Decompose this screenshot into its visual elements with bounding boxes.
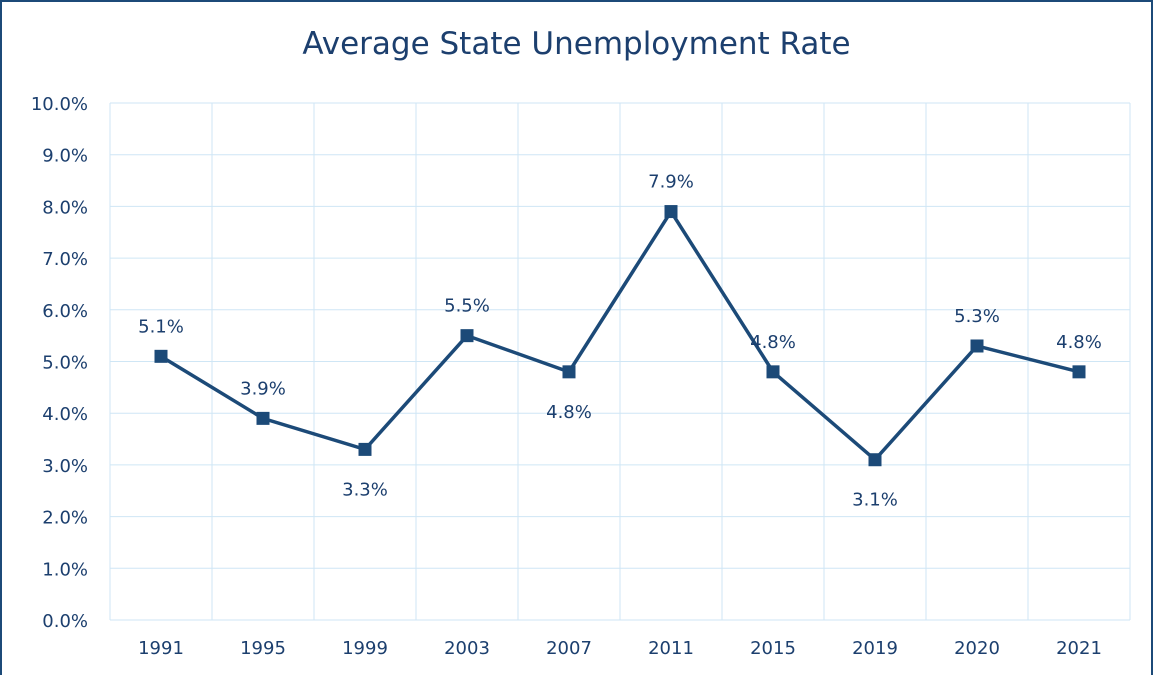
y-tick-label: 9.0%: [42, 146, 88, 167]
data-point-marker: [664, 205, 678, 219]
grid-lines: [109, 102, 1131, 621]
x-tick-label: 1995: [240, 638, 286, 659]
data-point-marker: [868, 453, 882, 467]
y-tick-label: 7.0%: [42, 249, 88, 270]
x-tick-label: 1999: [342, 638, 388, 659]
data-label: 3.3%: [342, 479, 388, 500]
data-point-marker: [970, 339, 984, 353]
data-label: 5.3%: [954, 306, 1000, 327]
data-label: 4.8%: [750, 332, 796, 353]
y-axis-tick-labels: 0.0% 1.0% 2.0% 3.0% 4.0% 5.0% 6.0% 7.0% 8.0% 9.0%…: [31, 94, 88, 632]
data-label: 4.8%: [546, 402, 592, 423]
data-point-marker: [460, 329, 474, 343]
y-tick-label: 3.0%: [42, 456, 88, 477]
y-tick-label: 0.0%: [42, 611, 88, 632]
data-label: 5.5%: [444, 296, 490, 317]
y-tick-label: 10.0%: [31, 94, 88, 115]
x-tick-label: 2020: [954, 638, 1000, 659]
data-label: 3.9%: [240, 378, 286, 399]
data-label: 5.1%: [138, 316, 184, 337]
chart-title: Average State Unemployment Rate: [302, 26, 851, 62]
y-tick-label: 1.0%: [42, 559, 88, 580]
data-markers: [154, 205, 1086, 467]
y-tick-label: 2.0%: [42, 508, 88, 529]
data-point-marker: [766, 365, 780, 379]
y-tick-label: 8.0%: [42, 197, 88, 218]
x-tick-label: 2007: [546, 638, 592, 659]
x-tick-label: 2003: [444, 638, 490, 659]
data-point-marker: [562, 365, 576, 379]
data-label: 3.1%: [852, 490, 898, 511]
x-axis-tick-labels: 1991 1995 1999 2003 2007 2011 2015 2019 2020 2021: [138, 638, 1102, 659]
x-tick-label: 2019: [852, 638, 898, 659]
x-tick-label: 2011: [648, 638, 694, 659]
y-tick-label: 6.0%: [42, 301, 88, 322]
data-label: 4.8%: [1056, 332, 1102, 353]
data-point-marker: [1072, 365, 1086, 379]
data-label: 7.9%: [648, 172, 694, 193]
x-tick-label: 2015: [750, 638, 796, 659]
x-tick-label: 1991: [138, 638, 184, 659]
series-line: [160, 208, 1080, 463]
y-tick-label: 5.0%: [42, 353, 88, 374]
data-point-marker: [358, 442, 372, 456]
data-point-marker: [154, 349, 168, 363]
y-tick-label: 4.0%: [42, 404, 88, 425]
data-point-marker: [256, 411, 270, 425]
x-tick-label: 2021: [1056, 638, 1102, 659]
data-labels: 5.1% 3.9% 3.3% 5.5% 4.8% 7.9% 4.8% 3.1% 5.3% 4.8%: [138, 172, 1102, 511]
